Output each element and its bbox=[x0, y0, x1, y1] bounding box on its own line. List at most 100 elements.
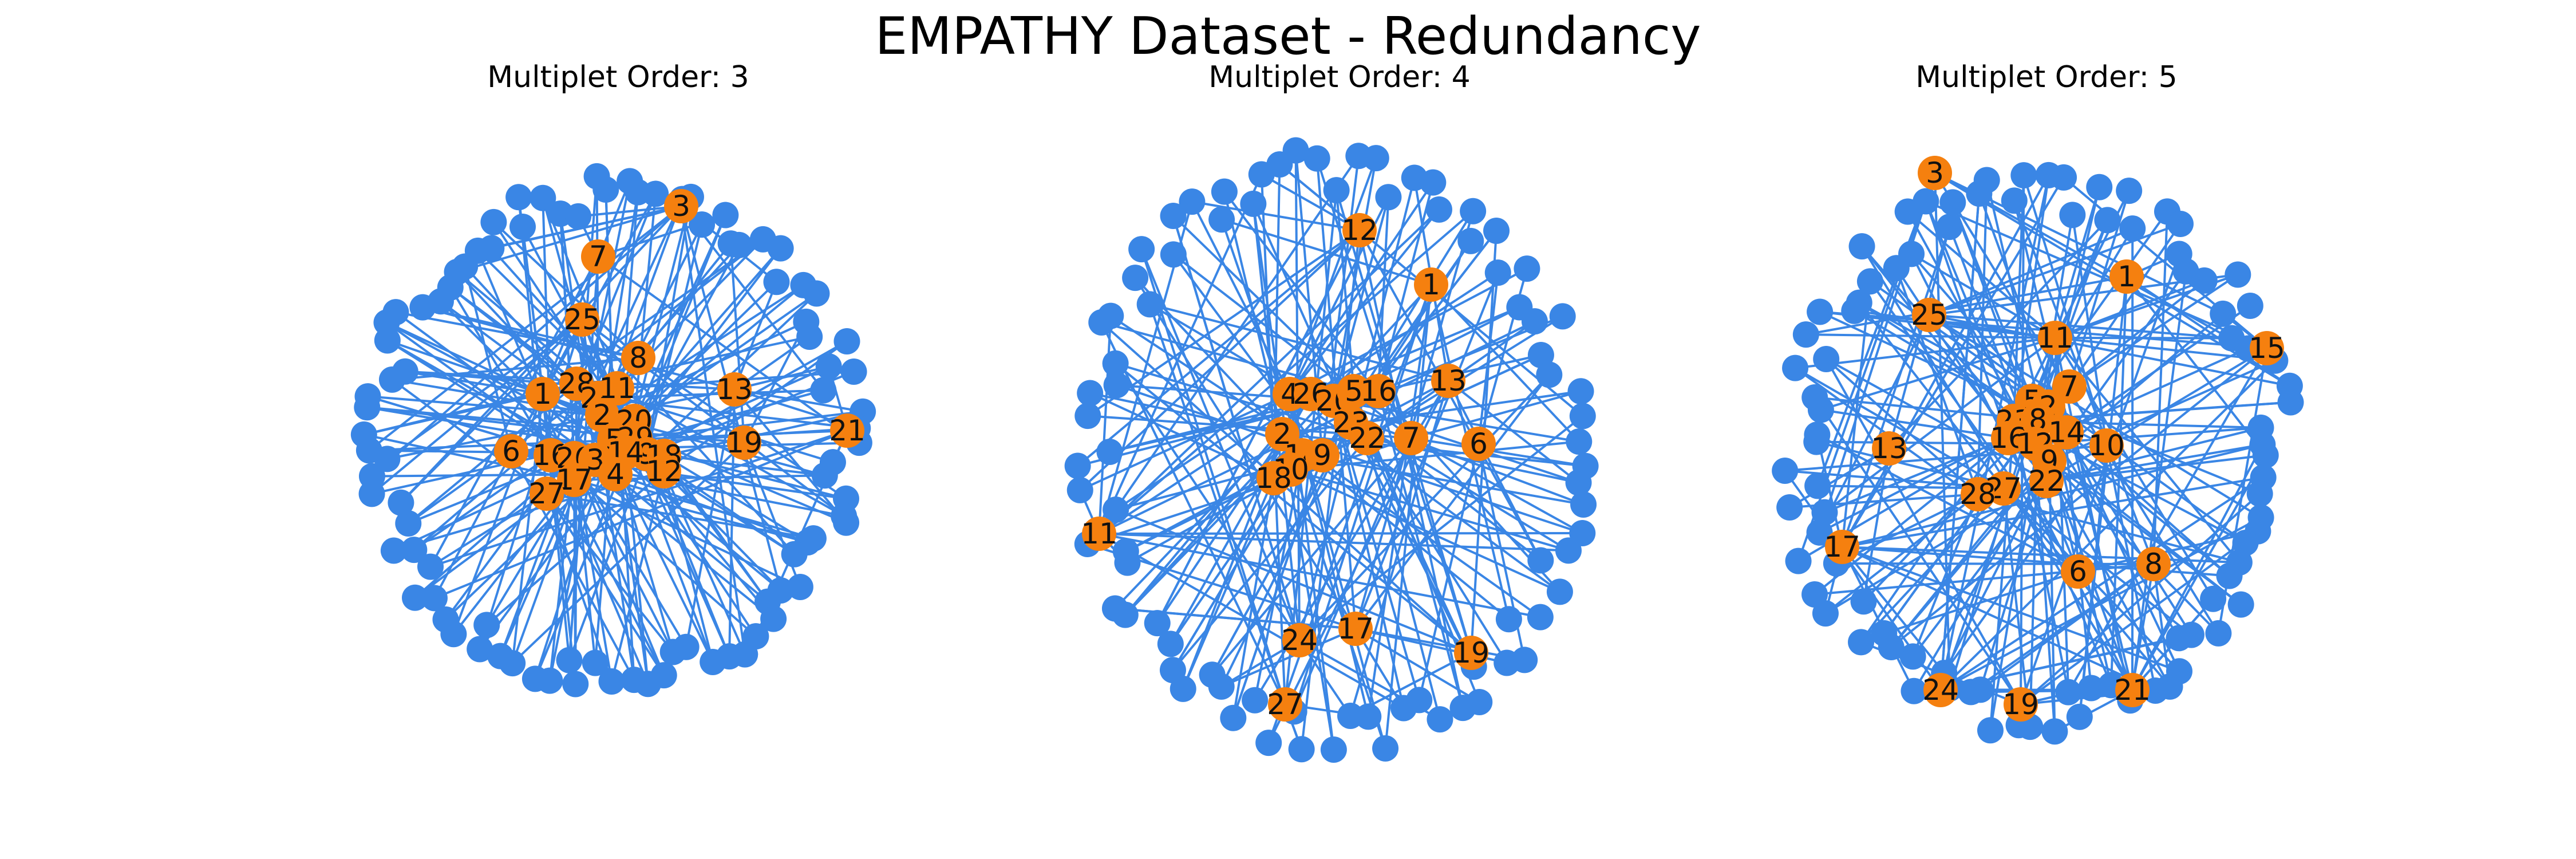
node-label: 6 bbox=[2069, 555, 2087, 588]
peripheral-node bbox=[565, 203, 592, 230]
network-edge bbox=[1418, 443, 1480, 700]
labeled-node-28: 28 bbox=[1959, 477, 1996, 511]
network-edge bbox=[1140, 249, 1301, 641]
network-edge bbox=[1814, 396, 2022, 706]
node-label: 17 bbox=[1337, 612, 1374, 645]
network-edge bbox=[685, 389, 736, 648]
network-edge bbox=[1841, 226, 1951, 547]
labeled-node-marker bbox=[1361, 374, 1396, 408]
peripheral-node bbox=[1483, 218, 1510, 245]
network-edge bbox=[663, 471, 746, 655]
node-label: 1 bbox=[534, 377, 552, 411]
labeled-node-8: 8 bbox=[621, 341, 655, 375]
peripheral-node bbox=[1220, 704, 1247, 731]
network-edge bbox=[2037, 401, 2291, 421]
panel-title-order-5: Multiplet Order: 5 bbox=[1915, 60, 2177, 94]
peripheral-node bbox=[1939, 189, 1966, 216]
labeled-node-13: 13 bbox=[1871, 431, 1907, 466]
peripheral-node bbox=[1122, 265, 1149, 291]
network-edge bbox=[1888, 219, 2108, 450]
peripheral-node bbox=[1569, 403, 1596, 430]
node-label: 11 bbox=[2037, 321, 2073, 354]
labeled-node-marker bbox=[526, 377, 560, 411]
peripheral-node bbox=[1211, 178, 1238, 205]
peripheral-node bbox=[2041, 718, 2068, 745]
network-edge bbox=[1098, 210, 1474, 535]
node-label: 6 bbox=[502, 435, 520, 468]
peripheral-node bbox=[2010, 162, 2037, 189]
labeled-node-marker bbox=[664, 189, 698, 223]
network-edge bbox=[1841, 546, 1945, 674]
network-edge bbox=[364, 433, 575, 481]
network-edge bbox=[542, 198, 552, 456]
peripheral-node bbox=[1303, 145, 1330, 172]
labeled-node-marker bbox=[1414, 267, 1448, 302]
network-edge bbox=[1824, 437, 2009, 514]
peripheral-node bbox=[2227, 591, 2254, 618]
peripheral-node bbox=[767, 235, 794, 262]
network-edge bbox=[1977, 180, 1988, 495]
network-edge bbox=[1860, 246, 2134, 691]
node-label: 8 bbox=[629, 341, 647, 375]
labeled-node-6: 6 bbox=[2061, 554, 2095, 589]
network-edge bbox=[386, 318, 583, 460]
labeled-node-marker bbox=[1986, 471, 2021, 506]
network-edge bbox=[1841, 176, 2065, 548]
node-label: 12 bbox=[1341, 214, 1378, 247]
network-edge bbox=[1077, 229, 1361, 467]
network-edge bbox=[1298, 374, 1550, 641]
peripheral-node bbox=[1372, 735, 1399, 762]
network-edge bbox=[2131, 271, 2187, 691]
peripheral-node bbox=[2055, 679, 2082, 706]
labeled-node-7: 7 bbox=[1394, 421, 1428, 455]
labeled-node-marker bbox=[1431, 364, 1465, 398]
labeled-node-1: 1 bbox=[2109, 259, 2144, 294]
peripheral-node bbox=[521, 665, 548, 692]
network-edge bbox=[464, 266, 512, 452]
network-edge bbox=[1377, 197, 1390, 392]
labeled-node-6: 6 bbox=[1461, 427, 1496, 461]
network-edge bbox=[1293, 284, 1432, 712]
peripheral-node bbox=[1420, 169, 1447, 196]
node-label: 27 bbox=[1267, 688, 1303, 721]
network-edge bbox=[1477, 272, 1499, 444]
peripheral-node bbox=[1977, 717, 2004, 744]
network-edge bbox=[1172, 437, 1368, 671]
node-label: 22 bbox=[1349, 421, 1385, 455]
network-edge bbox=[1114, 362, 1301, 641]
peripheral-node bbox=[1973, 167, 2000, 194]
peripheral-node bbox=[1913, 188, 1939, 215]
peripheral-node bbox=[1427, 706, 1453, 733]
network-edge bbox=[1929, 314, 2290, 387]
network-edge bbox=[2020, 253, 2180, 705]
peripheral-node bbox=[815, 353, 842, 380]
labeled-node-11: 11 bbox=[599, 371, 635, 405]
network-edge bbox=[2046, 426, 2261, 482]
peripheral-node bbox=[1362, 145, 1389, 172]
network-edge bbox=[449, 287, 552, 456]
node-label: 19 bbox=[1453, 636, 1490, 669]
peripheral-node bbox=[473, 612, 500, 639]
peripheral-node bbox=[1288, 736, 1315, 763]
network-edge bbox=[568, 454, 648, 661]
node-label: 24 bbox=[1922, 673, 1959, 707]
peripheral-node bbox=[712, 202, 739, 228]
labeled-node-marker bbox=[2115, 673, 2150, 707]
network-edge bbox=[1841, 281, 1871, 547]
peripheral-node bbox=[1527, 604, 1554, 631]
node-label: 24 bbox=[1281, 624, 1318, 657]
peripheral-node bbox=[556, 647, 583, 673]
peripheral-node bbox=[1449, 695, 1476, 722]
peripheral-node bbox=[2066, 703, 2093, 730]
peripheral-node bbox=[2001, 187, 2028, 214]
node-label: 4 bbox=[606, 458, 625, 491]
peripheral-node bbox=[1536, 361, 1563, 388]
network-edge bbox=[1182, 478, 1275, 689]
network-edge bbox=[434, 430, 848, 600]
network-edge bbox=[1335, 190, 1355, 392]
network-edge bbox=[1816, 434, 2079, 573]
peripheral-node bbox=[530, 184, 556, 211]
